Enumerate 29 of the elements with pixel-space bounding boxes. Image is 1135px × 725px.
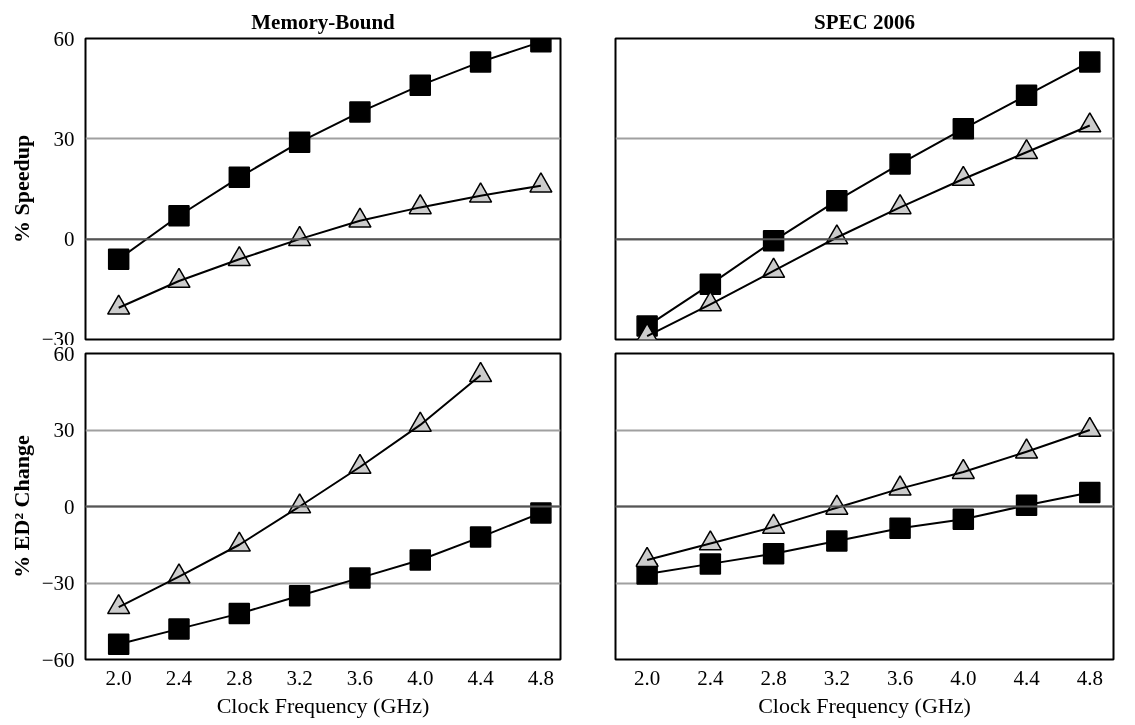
x-tick-label: 2.0 (105, 665, 132, 690)
x-tick-label: 4.0 (407, 665, 434, 690)
x-tick-label: 4.4 (467, 665, 495, 690)
y-tick-label: 0 (64, 227, 75, 252)
chart-title: SPEC 2006 (814, 9, 915, 34)
y-tick-label: 30 (53, 418, 75, 442)
x-tick-label: 2.8 (226, 665, 253, 690)
y-axis-title: % ED² Change (8, 435, 34, 578)
x-tick-label: 4.0 (950, 665, 977, 690)
chart-title: Memory-Bound (251, 9, 396, 34)
y-tick-label: 30 (53, 126, 75, 151)
x-tick-label: 2.4 (165, 665, 193, 690)
x-tick-label: 3.2 (823, 665, 850, 690)
x-tick-label: 4.4 (1013, 665, 1041, 690)
x-tick-label: 2.0 (633, 665, 661, 690)
y-axis-title: % Speedup (8, 134, 34, 244)
y-tick-label: 60 (53, 26, 75, 51)
y-tick-label: −60 (41, 647, 75, 672)
x-axis-title: Clock Frequency (GHz) (758, 692, 971, 718)
y-tick-label: −30 (41, 571, 75, 595)
x-tick-label: 2.8 (760, 665, 787, 690)
x-tick-label: 4.8 (1076, 665, 1103, 690)
x-tick-label: 3.6 (346, 665, 374, 690)
x-tick-label: 3.2 (286, 665, 313, 690)
x-tick-label: 4.8 (527, 665, 555, 690)
y-tick-label: 0 (64, 494, 75, 519)
x-tick-label: 2.4 (697, 665, 724, 690)
x-axis-title: Clock Frequency (GHz) (216, 692, 430, 718)
x-tick-label: 3.6 (886, 665, 914, 690)
